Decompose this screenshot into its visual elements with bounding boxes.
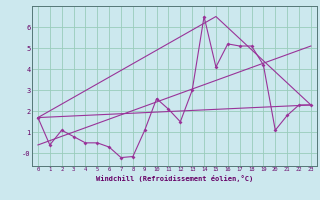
X-axis label: Windchill (Refroidissement éolien,°C): Windchill (Refroidissement éolien,°C) bbox=[96, 175, 253, 182]
